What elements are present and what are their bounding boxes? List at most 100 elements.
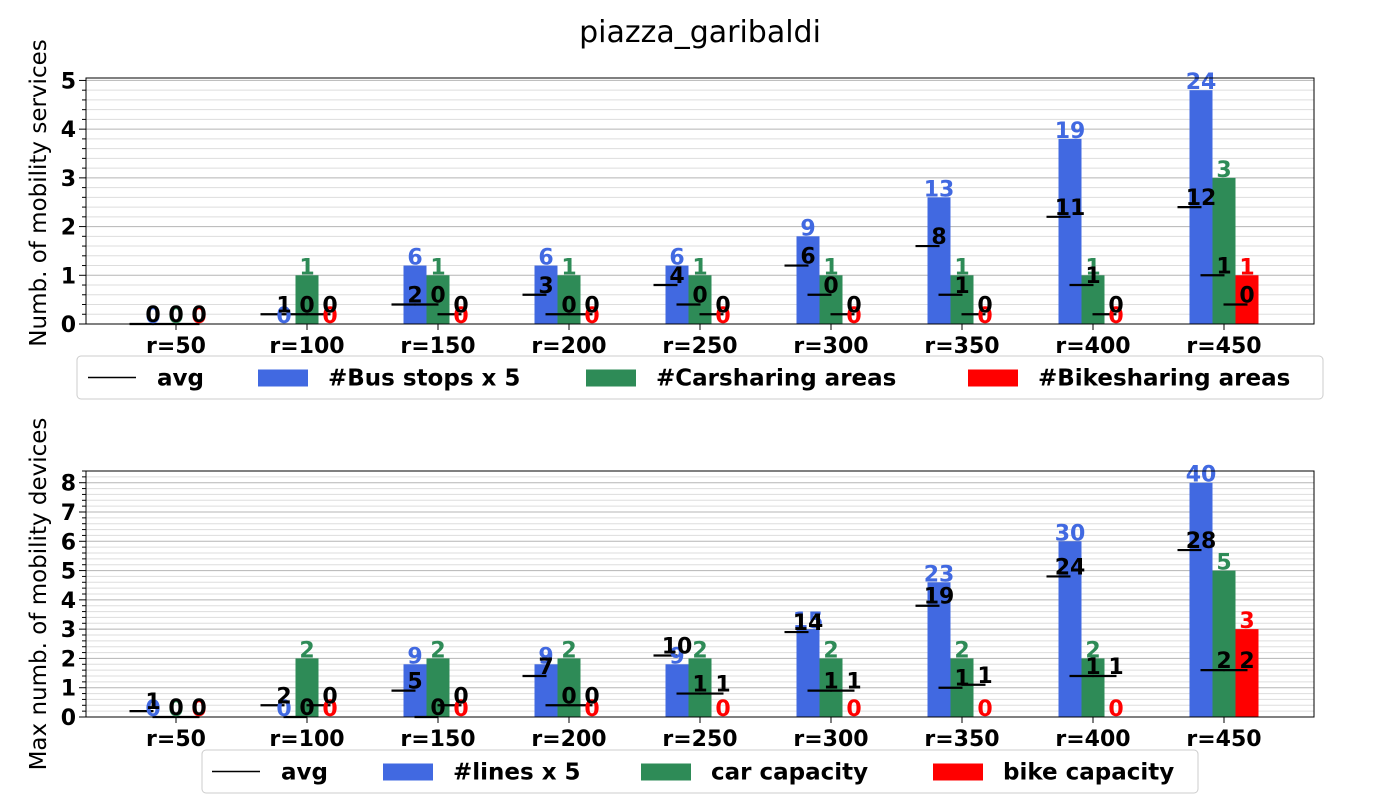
bar-value-label: 2	[954, 638, 969, 663]
bar	[1235, 275, 1259, 324]
avg-value-label: 1	[823, 670, 838, 695]
avg-value-label: 0	[1239, 284, 1254, 309]
x-tick-label: r=350	[924, 727, 999, 752]
devices-x-ticks: r=50 r=100 r=150 r=200 r=250 r=300 r=350 r=400 r…	[146, 717, 1262, 752]
x-tick-label: r=450	[1186, 334, 1261, 359]
legend-label: #Bikesharing areas	[1038, 366, 1290, 392]
x-tick-label: r=300	[793, 727, 868, 752]
services-legend: avg #Bus stops x 5 #Carsharing areas #Bikes…	[76, 355, 1324, 400]
x-tick-label: r=250	[662, 727, 737, 752]
avg-value-label: 0	[453, 293, 468, 318]
bar-value-label: 0	[846, 304, 861, 329]
legend-label: car capacity	[711, 760, 868, 786]
bar-value-label: 24	[1186, 70, 1217, 95]
bar-value-label: 1	[954, 255, 969, 280]
x-tick-label: r=300	[793, 334, 868, 359]
y-tick-label: 5	[61, 560, 76, 585]
bar-value-label: 0	[276, 304, 291, 329]
bar-value-label: 0	[977, 697, 992, 722]
avg-value-label: 1	[1085, 655, 1100, 680]
bar-value-label: 0	[191, 304, 206, 329]
avg-value-label: 0	[191, 303, 206, 328]
legend-swatch	[641, 763, 691, 781]
bar-value-label: 6	[669, 246, 684, 271]
avg-value-label: 6	[800, 245, 815, 270]
bar	[796, 236, 820, 324]
avg-value-label: 1	[692, 673, 707, 698]
avg-value-label: 1	[1085, 264, 1100, 289]
y-tick-label: 5	[61, 69, 76, 94]
bar-value-label: 40	[1186, 463, 1217, 488]
x-tick-label: r=250	[662, 334, 737, 359]
bar-value-label: 2	[561, 638, 576, 663]
avg-value-label: 0	[561, 293, 576, 318]
legend-label: bike capacity	[1003, 760, 1174, 786]
y-tick-label: 1	[61, 677, 76, 702]
avg-value-label: 0	[168, 303, 183, 328]
y-tick-label: 0	[61, 313, 76, 338]
legend-label: #lines x 5	[453, 760, 581, 786]
legend-swatch	[383, 763, 433, 781]
bar	[403, 265, 427, 324]
y-tick-label: 4	[61, 118, 76, 143]
legend-swatch	[968, 369, 1018, 387]
services-y-ticks: 0 1 2 3 4 5	[61, 69, 86, 338]
bar-value-label: 0	[276, 697, 291, 722]
avg-value-label: 2	[1216, 649, 1231, 674]
bar-value-label: 2	[692, 638, 707, 663]
avg-value-label: 0	[322, 293, 337, 318]
bar	[1081, 658, 1105, 717]
avg-value-label: 1	[954, 274, 969, 299]
bar-value-label: 2	[299, 638, 314, 663]
devices-legend: avg #lines x 5 car capacity bike capacity	[201, 749, 1199, 794]
legend-swatch	[933, 763, 983, 781]
devices-bars	[295, 482, 1259, 717]
avg-value-label: 0	[430, 696, 445, 721]
x-tick-label: r=50	[146, 334, 206, 359]
x-tick-label: r=150	[400, 727, 475, 752]
bar-value-label: 19	[1055, 119, 1086, 144]
x-tick-label: r=450	[1186, 727, 1261, 752]
x-tick-label: r=400	[1055, 727, 1130, 752]
services-avg-lines	[129, 205, 1248, 326]
bar-value-label: 1	[1085, 255, 1100, 280]
devices-y-ticks: 0 1 2 3 4 5 6 7 8	[61, 470, 86, 731]
bar-value-label: 6	[538, 246, 553, 271]
x-tick-label: r=350	[924, 334, 999, 359]
bar	[1189, 482, 1213, 717]
services-grid	[86, 79, 1314, 325]
avg-value-label: 1	[276, 293, 291, 318]
bar-value-label: 1	[1239, 255, 1254, 280]
bar-value-label: 9	[407, 644, 422, 669]
avg-value-label: 0	[584, 293, 599, 318]
bar-value-label: 9	[669, 644, 684, 669]
avg-value-label: 0	[453, 684, 468, 709]
avg-value-label: 5	[407, 670, 422, 695]
bar	[1235, 629, 1259, 717]
avg-value-label: 1	[145, 690, 160, 715]
bar	[295, 658, 319, 717]
avg-value-label: 1	[1216, 254, 1231, 279]
bar	[295, 275, 319, 324]
bar-value-label: 0	[322, 304, 337, 329]
bar-value-label: 3	[1216, 158, 1231, 183]
services-y-axis-label: Numb. of mobility services	[26, 39, 52, 346]
x-tick-label: r=400	[1055, 334, 1130, 359]
bar-value-label: 0	[715, 697, 730, 722]
bar-value-label: 3	[1239, 609, 1254, 634]
bar	[927, 582, 951, 717]
avg-value-label: 0	[322, 684, 337, 709]
bar	[1058, 138, 1082, 324]
avg-value-label: 0	[145, 303, 160, 328]
avg-value-label: 0	[584, 684, 599, 709]
bar	[688, 275, 712, 324]
bar	[1212, 570, 1236, 717]
bar	[1081, 275, 1105, 324]
bar-value-label: 2	[1085, 638, 1100, 663]
legend-swatch	[258, 369, 308, 387]
devices-y-axis-label: Max numb. of mobility devices	[26, 418, 52, 771]
